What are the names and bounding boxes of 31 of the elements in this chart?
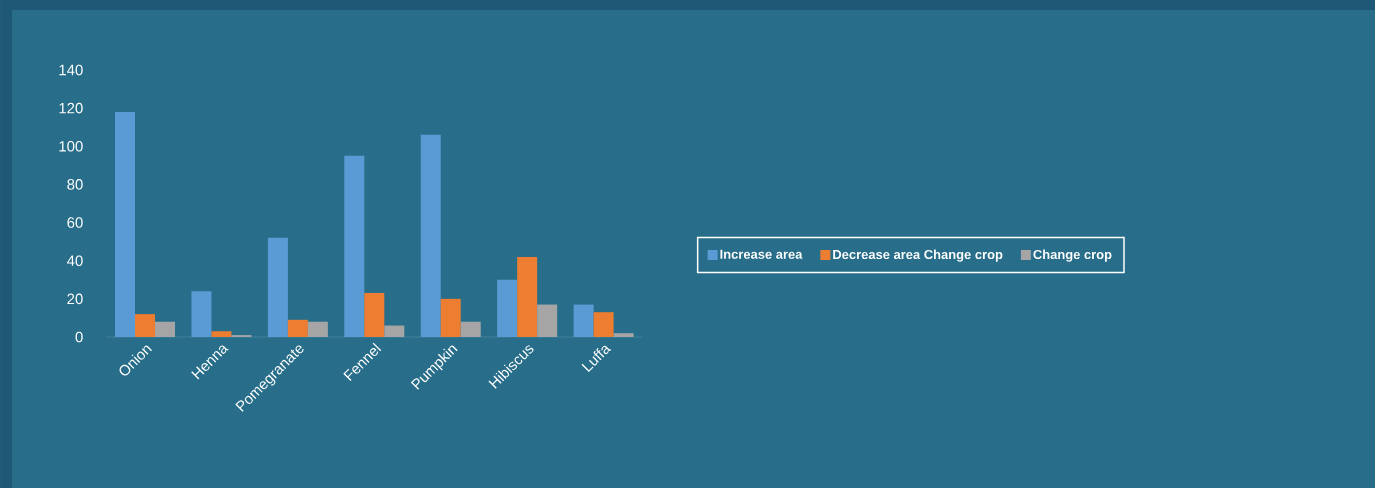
y-tick-label: 120: [59, 102, 83, 114]
bar: [537, 304, 558, 337]
bar: [420, 134, 441, 337]
bar: [344, 155, 365, 337]
y-tick-label: 80: [67, 179, 83, 190]
bar: [191, 291, 212, 337]
y-tick-label: 140: [59, 64, 83, 76]
bar: [517, 256, 538, 337]
bar: [573, 304, 594, 337]
y-tick-label: 20: [67, 293, 83, 305]
bar: [497, 279, 518, 337]
legend-label: Decrease area Change crop: [833, 249, 1003, 262]
bar: [307, 321, 328, 337]
bar: [211, 331, 232, 337]
legend-label: Change crop: [1033, 249, 1112, 262]
y-tick-label: 60: [67, 217, 83, 228]
bar: [115, 111, 136, 337]
bar: [287, 319, 308, 337]
bar: [460, 321, 481, 337]
bar: [155, 321, 176, 337]
bar: [267, 237, 288, 337]
y-tick-label: 40: [67, 255, 83, 266]
bar: [135, 314, 156, 337]
y-tick-label: 0: [75, 331, 83, 343]
bar: [384, 325, 405, 337]
y-tick-label: 100: [59, 140, 83, 152]
bar: [613, 333, 634, 337]
bar: [440, 298, 461, 337]
legend-label: Increase area: [720, 249, 803, 259]
bar: [364, 293, 385, 337]
bar: [593, 312, 614, 337]
